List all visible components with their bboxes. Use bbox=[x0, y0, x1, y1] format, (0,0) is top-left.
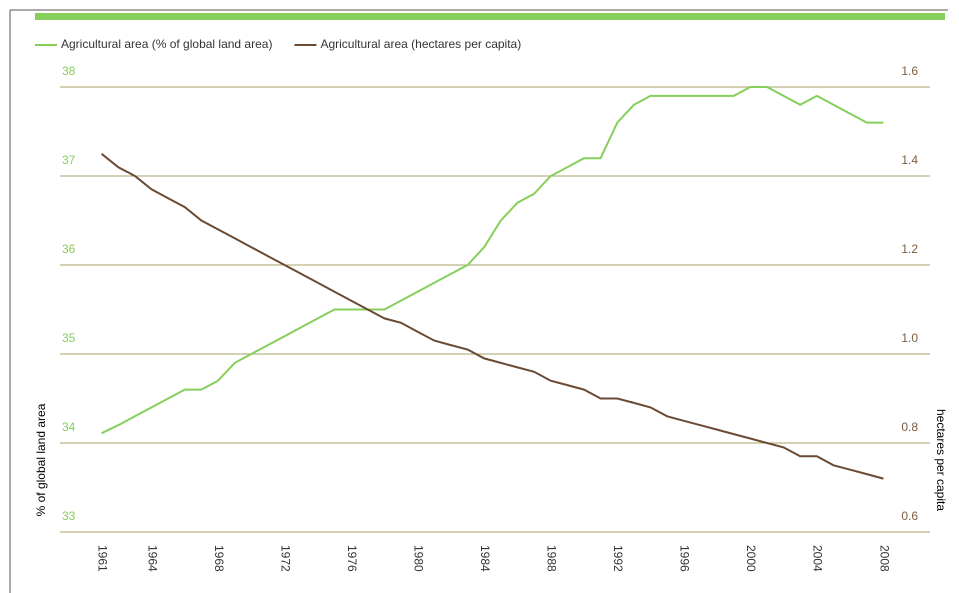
x-tick-label: 1980 bbox=[411, 545, 425, 572]
x-tick-label: 1976 bbox=[345, 545, 359, 572]
y-tick-label: 34 bbox=[62, 420, 76, 434]
y2-tick-label: 1.6 bbox=[901, 64, 918, 78]
x-tick-label: 2008 bbox=[877, 545, 891, 572]
x-tick-label: 2000 bbox=[744, 545, 758, 572]
x-tick-label: 1984 bbox=[478, 545, 492, 572]
y2-tick-label: 1.4 bbox=[901, 153, 918, 167]
legend-label: Agricultural area (% of global land area… bbox=[61, 37, 272, 51]
y-tick-label: 33 bbox=[62, 509, 76, 523]
legend-label: Agricultural area (hectares per capita) bbox=[320, 37, 521, 51]
y-tick-label: 36 bbox=[62, 242, 76, 256]
x-tick-label: 1996 bbox=[678, 545, 692, 572]
series-line bbox=[100, 153, 884, 480]
y2-tick-label: 1.0 bbox=[901, 331, 918, 345]
x-tick-label: 1992 bbox=[611, 545, 625, 572]
x-tick-label: 1988 bbox=[545, 545, 559, 572]
series-line bbox=[101, 86, 884, 435]
x-tick-label: 1961 bbox=[95, 545, 109, 572]
x-tick-label: 1964 bbox=[145, 545, 159, 572]
y2-tick-label: 0.6 bbox=[901, 509, 918, 523]
y-tick-label: 38 bbox=[62, 64, 76, 78]
y-axis-label: % of global land area bbox=[34, 403, 48, 516]
y-tick-label: 37 bbox=[62, 153, 76, 167]
x-tick-label: 2004 bbox=[811, 545, 825, 572]
x-tick-label: 1968 bbox=[212, 545, 226, 572]
y2-tick-label: 0.8 bbox=[901, 420, 918, 434]
header-bar bbox=[35, 13, 945, 20]
x-tick-label: 1972 bbox=[278, 545, 292, 572]
y2-axis-label: hectares per capita bbox=[934, 409, 948, 511]
y-tick-label: 35 bbox=[62, 331, 76, 345]
y2-tick-label: 1.2 bbox=[901, 242, 918, 256]
